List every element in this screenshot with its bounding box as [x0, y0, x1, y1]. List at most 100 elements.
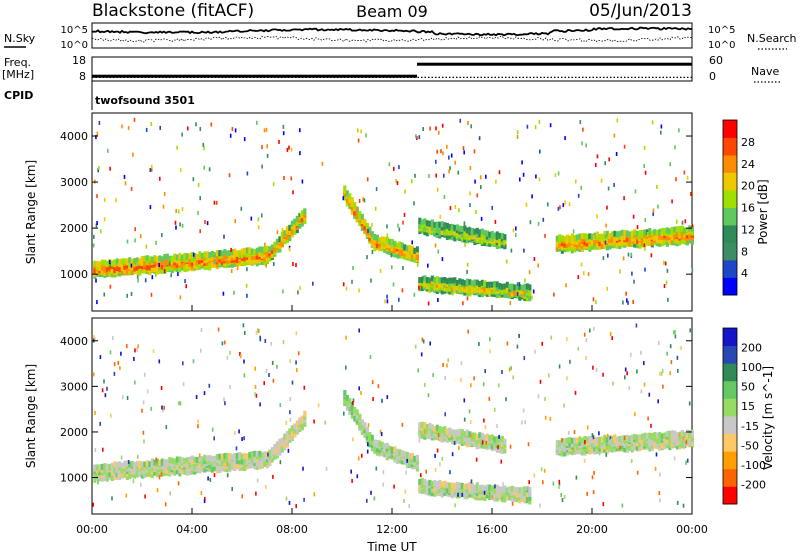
echo-cell	[190, 252, 194, 258]
echo-cell	[443, 480, 447, 487]
echo-cell	[653, 432, 657, 438]
echo-cell	[226, 473, 229, 478]
echo-cell	[233, 251, 237, 258]
echo-cell	[192, 177, 195, 182]
echo-cell	[648, 432, 652, 439]
nsearch-label: N.Search	[747, 32, 797, 45]
echo-cell	[468, 436, 472, 443]
echo-cell	[254, 384, 257, 389]
echo-cell	[569, 359, 571, 364]
echo-cell	[408, 460, 412, 467]
echo-cell	[158, 359, 161, 364]
echo-cell	[470, 492, 474, 498]
echo-cell	[468, 279, 472, 286]
echo-cell	[383, 246, 387, 253]
echo-cell	[441, 257, 444, 262]
echo-cell	[488, 435, 492, 441]
echo-cell	[673, 226, 677, 233]
echo-cell	[580, 185, 582, 190]
echo-cell	[577, 193, 580, 198]
echo-cell	[213, 256, 217, 263]
echo-cell	[681, 220, 684, 225]
echo-cell	[345, 404, 349, 411]
echo-cell	[484, 369, 486, 374]
echo-cell	[183, 468, 187, 475]
echo-cell	[440, 491, 444, 498]
echo-cell	[583, 233, 587, 240]
freq-tick-bottom: 8	[79, 70, 86, 83]
echo-cell	[210, 254, 214, 261]
echo-cell	[578, 436, 582, 443]
echo-cell	[208, 383, 211, 388]
echo-cell	[293, 218, 297, 225]
echo-cell	[663, 228, 667, 234]
echo-cell	[618, 243, 622, 250]
echo-cell	[615, 436, 619, 443]
echo-cell	[473, 491, 477, 498]
echo-cell	[676, 500, 679, 505]
echo-cell	[600, 178, 603, 183]
echo-cell	[516, 130, 519, 135]
echo-cell	[453, 435, 457, 442]
echo-cell	[527, 442, 530, 447]
echo-cell	[272, 182, 275, 187]
echo-cell	[636, 225, 639, 230]
echo-cell	[466, 262, 469, 267]
echo-cell	[512, 375, 515, 380]
echo-cell	[373, 439, 377, 446]
echo-cell	[393, 247, 397, 254]
echo-cell	[362, 197, 364, 202]
echo-cell	[506, 341, 509, 346]
station-title: Blackstone (fitACF)	[92, 1, 254, 21]
echo-cell	[673, 330, 675, 335]
echo-cell	[470, 483, 474, 490]
echo-cell	[428, 479, 432, 486]
echo-cell	[285, 226, 289, 233]
colorbar-segment	[723, 380, 737, 399]
echo-cell	[370, 438, 374, 445]
echo-cell	[654, 466, 657, 471]
echo-cell	[95, 278, 97, 283]
echo-cell	[658, 234, 662, 241]
echo-cell	[290, 176, 293, 181]
echo-cell	[665, 240, 669, 247]
echo-cell	[540, 467, 543, 472]
echo-cell	[547, 202, 549, 207]
echo-cell	[488, 281, 492, 288]
echo-cell	[658, 432, 662, 438]
echo-cell	[118, 264, 122, 271]
echo-cell	[635, 242, 639, 249]
echo-cell	[590, 436, 594, 443]
echo-cell	[669, 162, 671, 167]
echo-cell	[370, 231, 374, 238]
echo-cell	[450, 153, 453, 158]
echo-cell	[573, 437, 577, 444]
echo-cell	[133, 117, 136, 122]
colorbar-segment	[723, 207, 737, 226]
echo-cell	[450, 482, 454, 489]
echo-cell	[465, 429, 469, 436]
echo-cell	[583, 271, 585, 276]
echo-cell	[445, 428, 449, 435]
echo-cell	[455, 481, 459, 488]
echo-cell	[375, 187, 378, 191]
echo-cell	[433, 490, 437, 497]
echo-cell	[575, 243, 579, 250]
echo-cell	[100, 229, 102, 234]
echo-cell	[638, 242, 642, 249]
echo-cell	[678, 438, 682, 445]
echo-cell	[108, 470, 112, 477]
echo-cell	[583, 447, 587, 454]
echo-cell	[371, 380, 374, 385]
colorbar-tick-label: 200	[741, 342, 762, 355]
echo-cell	[650, 423, 652, 428]
echo-cell	[422, 127, 424, 131]
echo-cell	[243, 453, 247, 460]
echo-cell	[463, 233, 467, 240]
echo-cell	[243, 436, 245, 441]
echo-cell	[160, 458, 164, 465]
echo-cell	[279, 460, 282, 465]
echo-cell	[293, 431, 297, 438]
echo-cell	[433, 480, 437, 487]
echo-cell	[373, 234, 377, 240]
